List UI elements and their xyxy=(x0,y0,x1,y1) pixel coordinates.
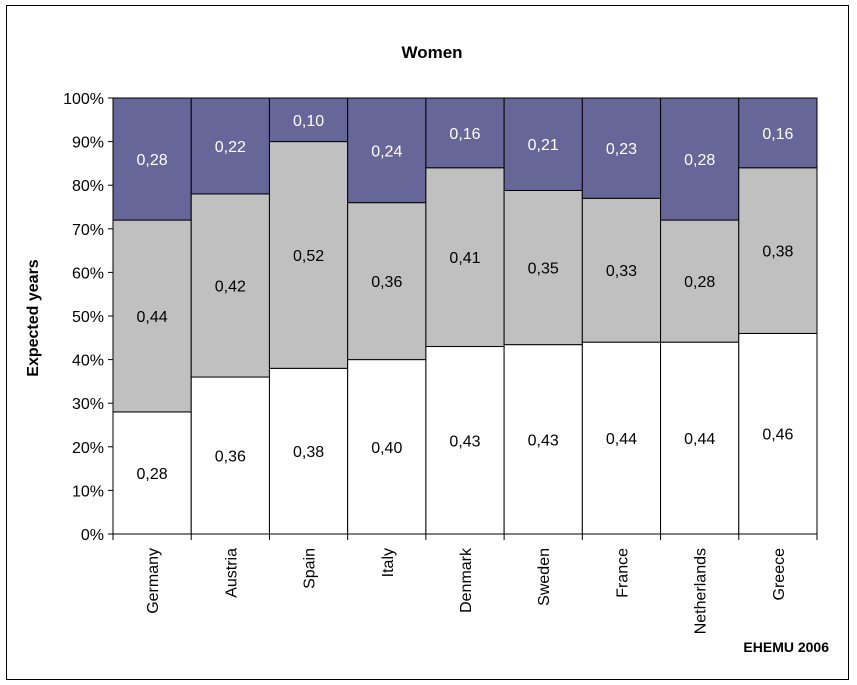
data-label: 0,16 xyxy=(762,126,793,143)
data-label: 0,40 xyxy=(371,440,402,457)
data-label: 0,36 xyxy=(371,274,402,291)
bar-segment xyxy=(190,376,270,535)
x-tick-label: Sweden xyxy=(536,548,553,606)
y-axis-label: Expected years xyxy=(25,259,42,377)
y-tick-label: 80% xyxy=(72,178,104,195)
data-label: 0,35 xyxy=(528,261,559,278)
data-label: 0,21 xyxy=(528,137,559,154)
bar-segment xyxy=(268,367,349,535)
x-tick-label: Italy xyxy=(380,548,397,577)
y-tick-label: 100% xyxy=(63,91,104,108)
bar-segment xyxy=(268,97,349,143)
data-label: 0,24 xyxy=(371,143,402,160)
plot-area: 0,28 0,44 0,28 0,36 0,42 0,22 0,38 0,52 0,10 0,40… xyxy=(63,91,818,634)
data-label: 0,28 xyxy=(137,466,168,483)
y-tick-label: 20% xyxy=(72,440,104,457)
bar-segment xyxy=(503,344,583,535)
bar-segment xyxy=(425,167,505,348)
x-tick-label: France xyxy=(614,548,631,598)
data-label: 0,10 xyxy=(293,113,324,130)
data-label: 0,44 xyxy=(137,309,168,326)
x-tick-label: Denmark xyxy=(458,547,475,613)
data-label: 0,22 xyxy=(215,139,246,156)
bar-segment xyxy=(347,97,427,204)
bar-segment xyxy=(660,97,740,221)
data-label: 0,28 xyxy=(137,152,168,169)
chart-title: Women xyxy=(401,43,462,62)
bar-segment xyxy=(503,97,583,191)
data-label: 0,36 xyxy=(215,449,246,466)
x-tick-label: Austria xyxy=(223,548,240,598)
x-tick-label: Greece xyxy=(771,548,788,601)
y-tick-label: 70% xyxy=(72,222,104,239)
bar-segment xyxy=(738,167,818,334)
data-label: 0,46 xyxy=(762,427,793,444)
y-tick-label: 50% xyxy=(72,309,104,326)
bar-segment xyxy=(112,97,192,221)
bar-segment xyxy=(503,189,583,346)
bar-segment xyxy=(190,97,270,195)
y-tick-label: 90% xyxy=(72,135,104,152)
data-label: 0,43 xyxy=(449,433,480,450)
bar-segment xyxy=(347,202,427,361)
source-note: EHEMU 2006 xyxy=(743,639,829,655)
data-label: 0,41 xyxy=(449,250,480,267)
data-label: 0,52 xyxy=(293,248,324,265)
data-label: 0,16 xyxy=(449,126,480,143)
x-tick-label: Spain xyxy=(302,548,319,589)
data-label: 0,38 xyxy=(293,444,324,461)
bar-segment xyxy=(190,193,270,378)
data-label: 0,38 xyxy=(762,244,793,261)
data-label: 0,44 xyxy=(606,431,637,448)
bar-segment xyxy=(738,332,818,535)
bar-segment xyxy=(425,97,505,169)
data-label: 0,23 xyxy=(606,141,637,158)
data-label: 0,43 xyxy=(528,432,559,449)
y-tick-label: 10% xyxy=(72,483,104,500)
data-label: 0,33 xyxy=(606,263,637,280)
bar-segment xyxy=(581,341,662,535)
bar-segment xyxy=(738,97,818,169)
data-label: 0,28 xyxy=(684,152,715,169)
y-tick-label: 0% xyxy=(81,527,104,544)
x-tick-label: Netherlands xyxy=(693,548,710,634)
bar-segment xyxy=(660,341,740,535)
bar-segment xyxy=(112,411,192,535)
y-tick-label: 40% xyxy=(72,353,104,370)
bar-segment xyxy=(268,141,349,369)
y-tick-label: 60% xyxy=(72,265,104,282)
data-label: 0,44 xyxy=(684,431,715,448)
bar-segment xyxy=(581,197,662,343)
bar-segment xyxy=(581,97,662,199)
data-label: 0,28 xyxy=(684,274,715,291)
x-tick-label: Germany xyxy=(145,548,162,614)
y-tick-label: 30% xyxy=(72,396,104,413)
data-label: 0,42 xyxy=(215,278,246,295)
